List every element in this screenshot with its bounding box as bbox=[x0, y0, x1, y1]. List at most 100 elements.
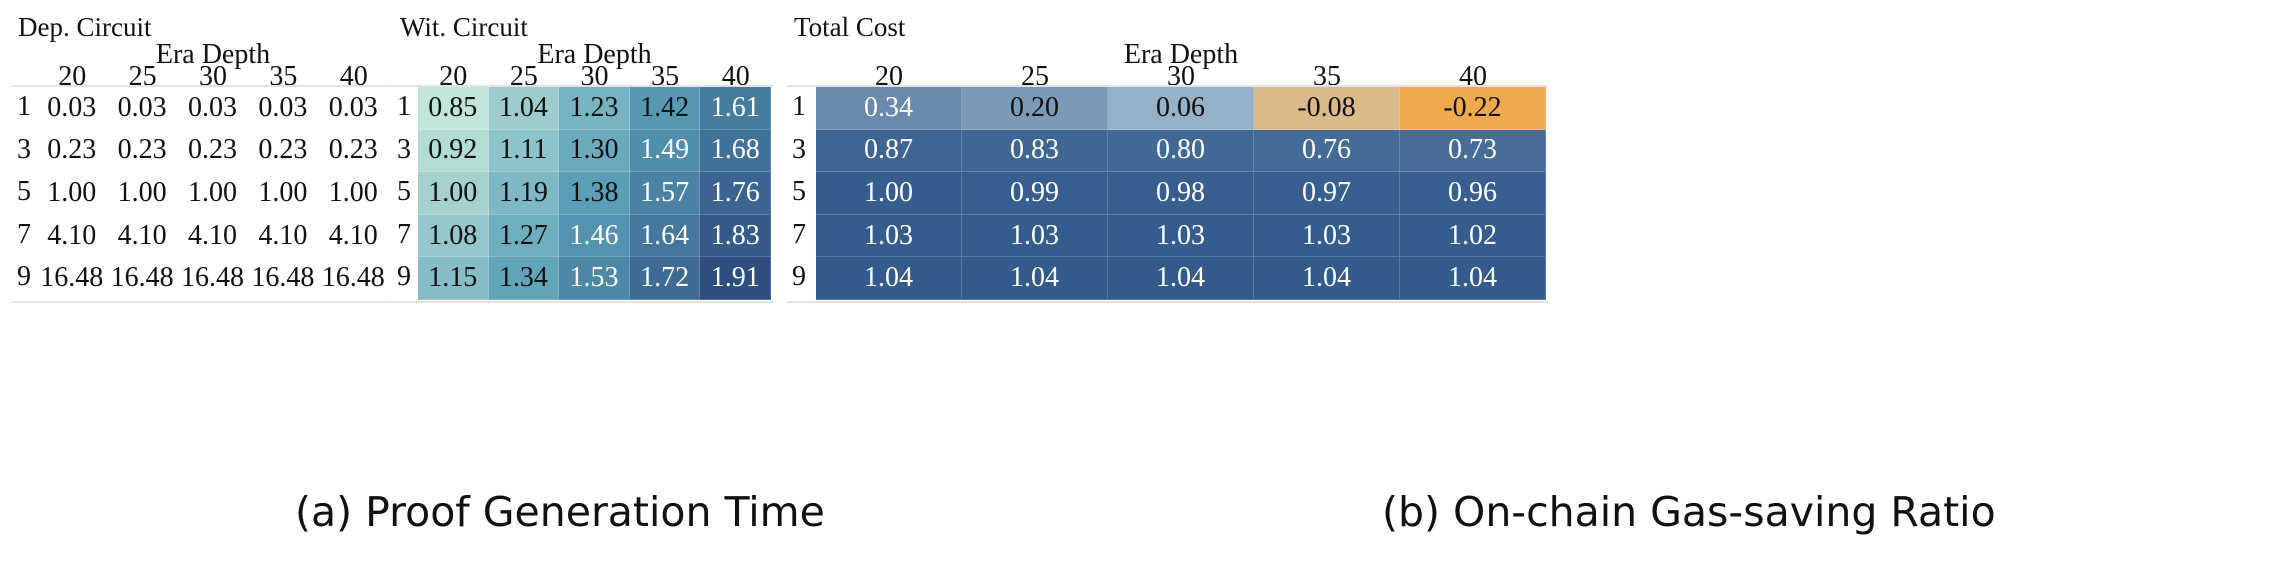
y-tick-label: 7 bbox=[792, 218, 806, 250]
heatmap-cell: 0.98 bbox=[1108, 172, 1254, 215]
heatmap-cell: 1.19 bbox=[488, 172, 560, 215]
heatmap-cell: 0.99 bbox=[962, 172, 1108, 215]
grid-frame-line bbox=[392, 85, 773, 87]
heatmap-cell: 0.92 bbox=[418, 129, 489, 173]
heatmap-cell: 1.00 bbox=[418, 172, 489, 215]
heatmap-cell: 1.46 bbox=[559, 214, 630, 258]
heatmap-cell: 0.96 bbox=[1400, 172, 1546, 215]
caption-b: (b) On-chain Gas-saving Ratio bbox=[1382, 488, 1996, 536]
heatmap-cell: 1.03 bbox=[1108, 214, 1254, 258]
heatmap-total-cost: Total Cost Era Depth 20 25 30 35 40 1 0.34 0.20 0.… bbox=[787, 12, 1548, 303]
heatmap-cell: -0.22 bbox=[1400, 87, 1546, 130]
y-tick-label: 7 bbox=[397, 218, 411, 250]
heatmap-cell: 4.10 bbox=[107, 214, 178, 258]
heatmap-cell: 1.02 bbox=[1400, 214, 1546, 258]
heatmap-cell: 1.04 bbox=[488, 87, 560, 130]
heatmap-cell: 4.10 bbox=[248, 214, 319, 258]
heatmap-cell: 16.48 bbox=[248, 257, 319, 300]
heatmap-cell: 1.11 bbox=[488, 129, 560, 173]
heatmap-cell: 0.85 bbox=[418, 87, 489, 130]
heatmap-cell: 4.10 bbox=[177, 214, 249, 258]
heatmap-cell: 0.23 bbox=[177, 129, 249, 173]
heatmap-cell: 1.04 bbox=[1108, 257, 1254, 300]
heatmap-cell: 1.53 bbox=[559, 257, 630, 300]
heatmap-cell: 1.00 bbox=[318, 172, 389, 215]
heatmap-cell: 1.23 bbox=[559, 87, 630, 130]
heatmap-cell: 4.10 bbox=[318, 214, 389, 258]
heatmap-cell: 16.48 bbox=[177, 257, 249, 300]
heatmap-cell: 0.83 bbox=[962, 129, 1108, 173]
heatmap-dep-circuit: Dep. Circuit Era Depth 20 25 30 35 40 1 0.03 0.03… bbox=[0, 0, 580, 450]
heatmap-cell: 0.23 bbox=[107, 129, 178, 173]
heatmap-cell: 1.61 bbox=[700, 87, 771, 130]
y-tick-label: 7 bbox=[17, 218, 31, 250]
heatmap-cell: 0.87 bbox=[816, 129, 962, 173]
heatmap-cell: 0.06 bbox=[1108, 87, 1254, 130]
heatmap-cell: 0.03 bbox=[177, 87, 249, 130]
caption-a: (a) Proof Generation Time bbox=[295, 488, 825, 536]
heatmap-cell: 0.73 bbox=[1400, 129, 1546, 173]
heatmap-cell: 0.03 bbox=[37, 87, 108, 130]
heatmap-cell: 16.48 bbox=[37, 257, 108, 300]
heatmap-cell: 1.00 bbox=[177, 172, 249, 215]
grid-frame-line bbox=[392, 301, 773, 303]
y-tick-label: 9 bbox=[792, 261, 806, 293]
heatmap-cell: 1.27 bbox=[488, 214, 560, 258]
y-tick-label: 1 bbox=[792, 91, 806, 122]
y-tick-label: 5 bbox=[17, 176, 31, 208]
heatmap-cell: 16.48 bbox=[318, 257, 389, 300]
panel-title-total: Total Cost bbox=[794, 12, 906, 42]
heatmap-cell: 1.00 bbox=[37, 172, 108, 215]
heatmap-cell: 1.00 bbox=[816, 172, 962, 215]
heatmap-cell: 1.00 bbox=[248, 172, 319, 215]
y-tick-label: 3 bbox=[397, 133, 411, 165]
heatmap-cell: 0.23 bbox=[318, 129, 389, 173]
grid-frame-line bbox=[12, 301, 391, 303]
heatmap-cell: 1.49 bbox=[629, 129, 701, 173]
grid-frame-line bbox=[787, 301, 1548, 303]
heatmap-cell: 1.76 bbox=[700, 172, 771, 215]
heatmap-cell: 0.03 bbox=[318, 87, 389, 130]
y-tick-label: 1 bbox=[397, 91, 411, 122]
heatmap-cell: 1.04 bbox=[1400, 257, 1546, 300]
panel-title-dep: Dep. Circuit bbox=[18, 12, 152, 42]
heatmap-cell: 1.00 bbox=[107, 172, 178, 215]
heatmap-cell: 1.30 bbox=[559, 129, 630, 173]
grid-frame-line bbox=[787, 85, 1548, 87]
heatmap-cell: 0.23 bbox=[37, 129, 108, 173]
grid-frame-line bbox=[12, 85, 391, 87]
y-tick-label: 9 bbox=[397, 261, 411, 293]
heatmap-cell: 1.08 bbox=[418, 214, 489, 258]
x-axis-title-wit: Era Depth bbox=[537, 39, 652, 70]
heatmap-cell: 1.04 bbox=[1254, 257, 1400, 300]
heatmap-cell: 1.64 bbox=[629, 214, 701, 258]
heatmap-cell: 0.03 bbox=[107, 87, 178, 130]
heatmap-cell: 0.03 bbox=[248, 87, 319, 130]
heatmap-cell: 1.04 bbox=[816, 257, 962, 300]
heatmap-cell: 0.76 bbox=[1254, 129, 1400, 173]
heatmap-cell: 1.03 bbox=[816, 214, 962, 258]
x-axis-title-total: Era Depth bbox=[1123, 39, 1239, 70]
heatmap-cell: 1.91 bbox=[700, 257, 771, 300]
heatmap-cell: 1.15 bbox=[418, 257, 489, 300]
heatmap-cell: 1.42 bbox=[629, 87, 701, 130]
heatmap-wit-circuit: Wit. Circuit Era Depth 20 25 30 35 40 1 0.85 1.04… bbox=[0, 0, 1140, 450]
panel-title-wit: Wit. Circuit bbox=[400, 12, 528, 42]
heatmap-cell: 1.03 bbox=[1254, 214, 1400, 258]
heatmap-cell: 4.10 bbox=[37, 214, 108, 258]
x-axis-title-dep: Era Depth bbox=[155, 39, 271, 70]
heatmap-cell: 1.38 bbox=[559, 172, 630, 215]
heatmap-cell: 1.72 bbox=[629, 257, 701, 300]
heatmap-cell: 16.48 bbox=[107, 257, 178, 300]
heatmap-cell: 1.04 bbox=[962, 257, 1108, 300]
heatmap-cell: 1.34 bbox=[488, 257, 560, 300]
heatmap-cell: 1.03 bbox=[962, 214, 1108, 258]
heatmap-cell: -0.08 bbox=[1254, 87, 1400, 130]
y-tick-label: 3 bbox=[792, 133, 806, 165]
y-tick-label: 5 bbox=[397, 176, 411, 208]
heatmap-cell: 0.80 bbox=[1108, 129, 1254, 173]
heatmap-cell: 1.68 bbox=[700, 129, 771, 173]
y-tick-label: 9 bbox=[17, 261, 31, 293]
heatmap-cell: 0.97 bbox=[1254, 172, 1400, 215]
y-tick-label: 1 bbox=[17, 91, 31, 122]
